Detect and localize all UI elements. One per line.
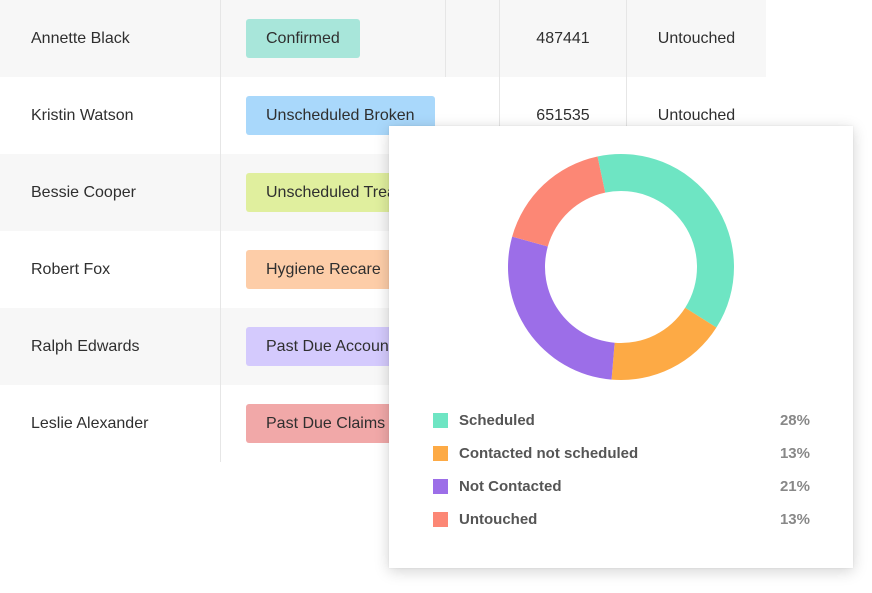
legend-swatch bbox=[433, 445, 448, 461]
donut-chart bbox=[508, 154, 734, 380]
legend-label: Scheduled bbox=[459, 411, 535, 429]
contact-status: Untouched bbox=[657, 106, 736, 124]
status-tag[interactable]: Confirmed bbox=[246, 19, 360, 58]
legend-label: Contacted not scheduled bbox=[459, 444, 639, 462]
donut-slice-contacted-not-scheduled[interactable] bbox=[611, 307, 717, 380]
legend-swatch bbox=[433, 511, 448, 527]
legend-value: 13% bbox=[779, 510, 810, 528]
column-divider bbox=[445, 0, 446, 77]
legend-value: 21% bbox=[779, 477, 810, 495]
record-id: 651535 bbox=[536, 106, 590, 124]
donut-slice-not-contacted[interactable] bbox=[508, 236, 615, 380]
patient-name: Ralph Edwards bbox=[31, 337, 140, 355]
table-row[interactable]: Kristin Watson Unscheduled Broken 651535… bbox=[0, 77, 766, 154]
chart-popover: Scheduled 28% Contacted not scheduled 13… bbox=[389, 126, 853, 568]
donut-slice-scheduled[interactable] bbox=[597, 154, 734, 328]
status-tag[interactable]: Unscheduled Broken bbox=[246, 96, 435, 135]
legend-value: 13% bbox=[779, 444, 810, 462]
contact-status: Untouched bbox=[657, 29, 736, 47]
patient-name: Annette Black bbox=[31, 29, 130, 47]
table-row[interactable]: Leslie Alexander Past Due Claims bbox=[0, 385, 766, 462]
column-divider bbox=[626, 0, 627, 154]
column-divider bbox=[220, 0, 221, 462]
legend-item-untouched: Untouched 13% bbox=[433, 509, 810, 529]
table-row[interactable]: Annette Black Confirmed 487441 Untouched bbox=[0, 0, 766, 77]
legend-swatch bbox=[433, 478, 448, 494]
legend-swatch bbox=[433, 412, 448, 428]
patient-name: Bessie Cooper bbox=[31, 183, 136, 201]
status-tag[interactable]: Hygiene Recare bbox=[246, 250, 401, 289]
legend-label: Untouched bbox=[459, 510, 538, 528]
column-divider bbox=[499, 0, 500, 154]
legend-item-scheduled: Scheduled 28% bbox=[433, 410, 810, 430]
table-row[interactable]: Robert Fox Hygiene Recare bbox=[0, 231, 766, 308]
legend-label: Not Contacted bbox=[459, 477, 562, 495]
status-tag[interactable]: Past Due Claims bbox=[246, 404, 406, 443]
patient-name: Kristin Watson bbox=[31, 106, 134, 124]
patient-name: Leslie Alexander bbox=[31, 414, 149, 432]
legend-value: 28% bbox=[779, 411, 810, 429]
donut-slice-untouched[interactable] bbox=[512, 156, 606, 247]
record-id: 487441 bbox=[536, 29, 590, 47]
legend-item-not-contacted: Not Contacted 21% bbox=[433, 476, 810, 496]
patient-name: Robert Fox bbox=[31, 260, 111, 278]
legend-item-contacted-not-scheduled: Contacted not scheduled 13% bbox=[433, 443, 810, 463]
